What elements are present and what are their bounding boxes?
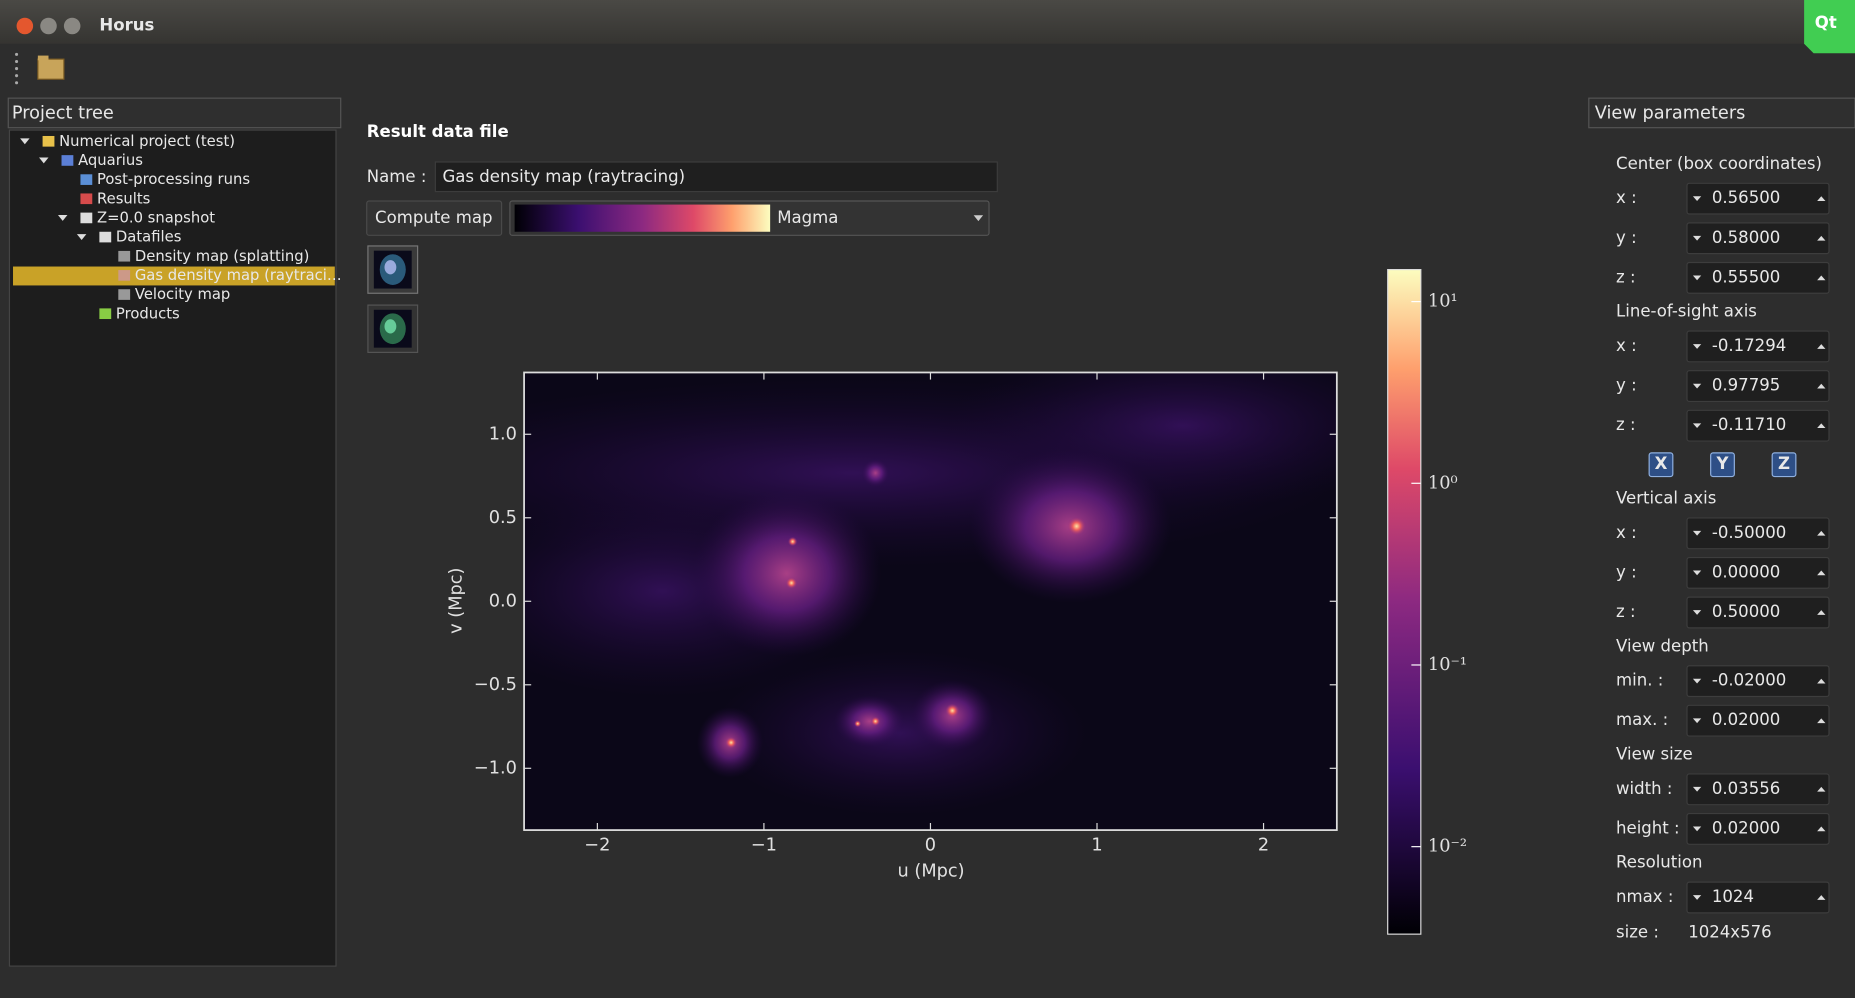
x-tick-label: 1 (1091, 835, 1102, 855)
minimize-button[interactable] (40, 18, 57, 35)
spinbox-value: -0.50000 (1712, 523, 1786, 542)
field-label: y : (1616, 376, 1637, 395)
close-button[interactable] (17, 18, 34, 35)
field-value: 1024x576 (1688, 922, 1772, 941)
tree-icon (80, 174, 92, 185)
view-parameters-title: View parameters (1595, 104, 1746, 124)
axis-button-label: Y (1716, 454, 1730, 473)
tree-item[interactable]: Products (116, 305, 180, 322)
field-label: nmax : (1616, 887, 1673, 906)
tree-title: Project tree (12, 104, 114, 124)
field-label: min. : (1616, 671, 1663, 690)
x-tick-label: 0 (925, 835, 936, 855)
spinbox-value: 1024 (1712, 887, 1754, 906)
spinbox[interactable] (1687, 882, 1829, 913)
section-title: View size (1616, 745, 1693, 764)
colorbar-tick-label: 10⁻² (1428, 837, 1467, 857)
tree-item[interactable]: Aquarius (78, 152, 143, 169)
qt-logo-text: Qt (1815, 13, 1837, 32)
field-label: x : (1616, 336, 1637, 355)
colormap-name: Magma (777, 208, 838, 227)
spinbox-value: 0.56500 (1712, 188, 1780, 207)
tree-item[interactable]: Post-processing runs (97, 171, 250, 188)
section-title: Resolution (1616, 853, 1702, 872)
name-value: Gas density map (raytracing) (442, 167, 685, 186)
field-label: height : (1616, 818, 1680, 837)
colorbar (1388, 270, 1421, 935)
tree-icon (80, 193, 92, 204)
tree-icon (62, 155, 74, 166)
colorbar-tick-label: 10⁻¹ (1428, 655, 1467, 675)
spinbox-value: 0.02000 (1712, 818, 1780, 837)
page: { "window": {"title": "Horus", "logo": "… (0, 0, 1855, 998)
tree-item[interactable]: Density map (splatting) (135, 248, 310, 265)
y-tick-label: 1.0 (489, 424, 517, 444)
tree-item[interactable]: Velocity map (135, 286, 230, 303)
x-axis-label: u (Mpc) (898, 861, 965, 881)
field-label: width : (1616, 779, 1672, 798)
colormap-preview (515, 205, 771, 232)
y-tick-label: 0.0 (489, 591, 517, 611)
field-label: max. : (1616, 710, 1668, 729)
spinbox-value: 0.97795 (1712, 376, 1780, 395)
section-title: Vertical axis (1616, 489, 1716, 508)
y-tick-label: −0.5 (474, 675, 517, 695)
compute-map-label: Compute map (375, 208, 493, 227)
tree-icon (99, 232, 111, 243)
name-label: Name : (367, 167, 427, 186)
spinbox-value: 0.02000 (1712, 710, 1780, 729)
title-bar (0, 0, 1855, 44)
spinbox-value: -0.11710 (1712, 415, 1786, 434)
tree-icon (80, 213, 92, 224)
y-tick-label: 0.5 (489, 508, 517, 528)
result-heading: Result data file (367, 122, 509, 141)
field-label: y : (1616, 228, 1637, 247)
window-title: Horus (99, 16, 154, 35)
x-tick-label: −1 (751, 835, 777, 855)
tree-item[interactable]: Gas density map (raytraci… (135, 267, 342, 284)
field-label: z : (1616, 415, 1636, 434)
spinbox-value: 0.03556 (1712, 779, 1780, 798)
x-tick-label: −2 (584, 835, 610, 855)
y-axis-label: v (Mpc) (447, 568, 467, 634)
axis-button-label: X (1655, 454, 1668, 473)
tree-item[interactable]: Numerical project (test) (59, 133, 235, 150)
tree-icon (43, 136, 55, 147)
x-tick-label: 2 (1258, 835, 1269, 855)
colorbar-tick-label: 10⁰ (1428, 473, 1458, 493)
spinbox-value: 0.55500 (1712, 267, 1780, 286)
field-label: z : (1616, 267, 1636, 286)
tree-item[interactable]: Z=0.0 snapshot (97, 210, 215, 227)
field-label: x : (1616, 523, 1637, 542)
section-title: View depth (1616, 636, 1709, 655)
maximize-button[interactable] (64, 18, 81, 35)
tree-icon (99, 308, 111, 319)
tree-item[interactable]: Datafiles (116, 229, 181, 246)
spinbox-value: -0.17294 (1712, 336, 1786, 355)
spinbox-value: 0.00000 (1712, 562, 1780, 581)
field-label: z : (1616, 602, 1636, 621)
axis-button-label: Z (1778, 454, 1790, 473)
tree-icon (118, 251, 130, 262)
spinbox-value: 0.50000 (1712, 602, 1780, 621)
thumbnail[interactable] (368, 246, 418, 293)
y-tick-label: −1.0 (474, 758, 517, 778)
section-title: Center (box coordinates) (1616, 154, 1822, 173)
app-window: Horus Qt Project tree Numerical project … (0, 0, 1855, 998)
tree-icon (118, 289, 130, 300)
open-folder-button[interactable] (38, 56, 64, 80)
tree-item[interactable]: Results (97, 190, 150, 207)
colorbar-tick-label: 10¹ (1428, 292, 1458, 312)
tree-icon (118, 270, 130, 281)
field-label: y : (1616, 562, 1637, 581)
section-title: Line-of-sight axis (1616, 302, 1757, 321)
thumbnail[interactable] (368, 305, 418, 352)
field-label: size : (1616, 922, 1659, 941)
spinbox-value: 0.58000 (1712, 228, 1780, 247)
spinbox-value: -0.02000 (1712, 671, 1786, 690)
field-label: x : (1616, 188, 1637, 207)
